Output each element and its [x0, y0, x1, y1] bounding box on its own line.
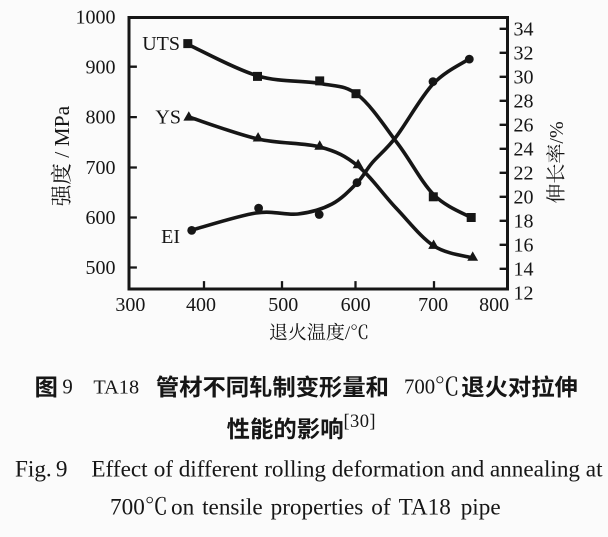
svg-text:rolling: rolling — [264, 457, 326, 483]
svg-text:/%: /% — [546, 121, 568, 143]
svg-text:9: 9 — [56, 457, 68, 483]
svg-text:1000: 1000 — [76, 7, 116, 29]
svg-text:900: 900 — [86, 56, 116, 78]
svg-text:700: 700 — [86, 157, 116, 179]
svg-text:9: 9 — [62, 376, 72, 399]
svg-text:pipe: pipe — [461, 495, 501, 521]
svg-text:28: 28 — [514, 90, 534, 112]
svg-text:800: 800 — [479, 294, 509, 316]
svg-text:700: 700 — [110, 495, 145, 521]
svg-text:14: 14 — [514, 258, 534, 280]
svg-text:600: 600 — [86, 207, 116, 229]
svg-text:500: 500 — [86, 257, 116, 279]
svg-text:of: of — [154, 457, 174, 483]
svg-text:30: 30 — [514, 66, 534, 88]
svg-text:at: at — [586, 457, 603, 483]
svg-text:tensile: tensile — [202, 495, 263, 521]
svg-text:annealing: annealing — [490, 457, 581, 483]
svg-text:YS: YS — [155, 107, 181, 129]
svg-text:deformation: deformation — [332, 457, 446, 483]
svg-text:of: of — [371, 495, 391, 521]
svg-text:700: 700 — [418, 294, 448, 316]
svg-text:34: 34 — [514, 18, 534, 40]
svg-text:26: 26 — [514, 114, 534, 136]
svg-text:32: 32 — [514, 42, 534, 64]
svg-text:800: 800 — [86, 107, 116, 129]
svg-text:20: 20 — [514, 186, 534, 208]
svg-text:700: 700 — [404, 376, 435, 399]
svg-text:and: and — [451, 457, 485, 483]
svg-text:16: 16 — [514, 234, 534, 256]
svg-text:12: 12 — [514, 282, 534, 304]
svg-text:18: 18 — [514, 210, 534, 232]
svg-text:24: 24 — [514, 138, 534, 160]
svg-text:500: 500 — [268, 294, 298, 316]
svg-text:[30]: [30] — [344, 412, 376, 432]
svg-text:/: / — [345, 323, 351, 344]
svg-text:different: different — [179, 457, 259, 483]
svg-text:EI: EI — [161, 226, 180, 248]
svg-text:22: 22 — [514, 162, 534, 184]
svg-text:properties: properties — [271, 495, 364, 521]
svg-text:300: 300 — [115, 294, 145, 316]
svg-text:Fig.: Fig. — [15, 457, 52, 483]
svg-text:TA18: TA18 — [399, 495, 451, 521]
svg-text:400: 400 — [186, 294, 216, 316]
svg-text:600: 600 — [341, 294, 371, 316]
svg-text:on: on — [171, 495, 195, 521]
svg-text:UTS: UTS — [142, 33, 180, 55]
svg-text:TA18: TA18 — [93, 377, 139, 399]
svg-text:Effect: Effect — [91, 457, 148, 483]
svg-text:/ MPa: / MPa — [50, 105, 74, 157]
